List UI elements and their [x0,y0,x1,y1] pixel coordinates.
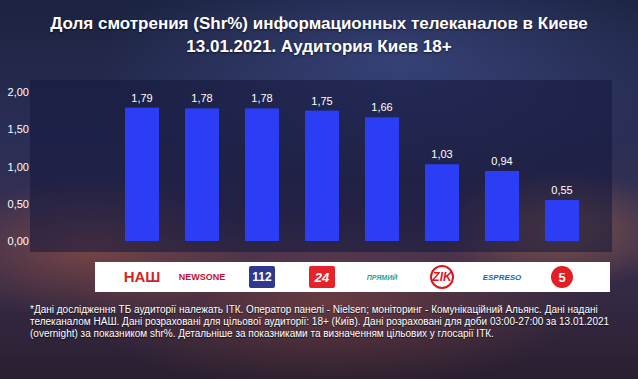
y-tick-label: 2,00 [8,86,29,98]
x-tick-label: 112 [252,270,272,284]
data-label: 0,94 [491,155,512,167]
subtitle: 13.01.2021. Аудитория Киев 18+ [0,37,638,57]
page: {"chart_data": {"type": "bar", "title": … [0,0,638,379]
data-label: 1,66 [371,101,392,113]
bar [425,164,459,241]
bar [485,171,519,241]
x-tick-label: НАШ [124,268,161,285]
bar [125,108,159,241]
bars [125,108,579,241]
data-label: 1,75 [311,95,332,107]
data-label: 1,03 [431,148,452,160]
bar [185,108,219,241]
bar [305,111,339,241]
logo-badge [309,266,335,288]
plot-panel [30,80,612,252]
logo-strip [95,262,610,292]
x-tick-label: ESPRESO [483,273,522,282]
x-tick-label: 24 [314,270,330,285]
y-tick-label: 0,00 [8,235,29,247]
footnote: *Дані дослідження ТБ аудиторії належать … [30,304,615,340]
data-labels: 1,79 1,78 1,78 1,75 1,66 1,03 0,94 0,55 [131,92,572,196]
data-label: 1,79 [131,92,152,104]
logo-badge [249,266,275,288]
bar [365,117,399,241]
logo-badge [431,266,453,288]
y-tick-label: 1,50 [8,123,29,135]
x-tick-label: 5 [558,270,565,285]
x-tick-label: NEWSONE [179,272,226,282]
annotation: *Дані дослідження ТБ аудиторії належать … [30,304,615,340]
logo-badge [551,266,573,288]
bar [245,108,279,241]
y-tick-label: 0,50 [8,198,29,210]
x-tick-label: ZIK [431,270,453,284]
data-label: 1,78 [191,92,212,104]
data-label: 1,78 [251,92,272,104]
x-tick-label: ПРЯМИЙ [367,273,398,281]
bar [545,200,579,241]
title: Доля смотрения (Shr%) информационных тел… [0,14,638,34]
y-tick-label: 1,00 [8,161,29,173]
data-label: 0,55 [551,184,572,196]
